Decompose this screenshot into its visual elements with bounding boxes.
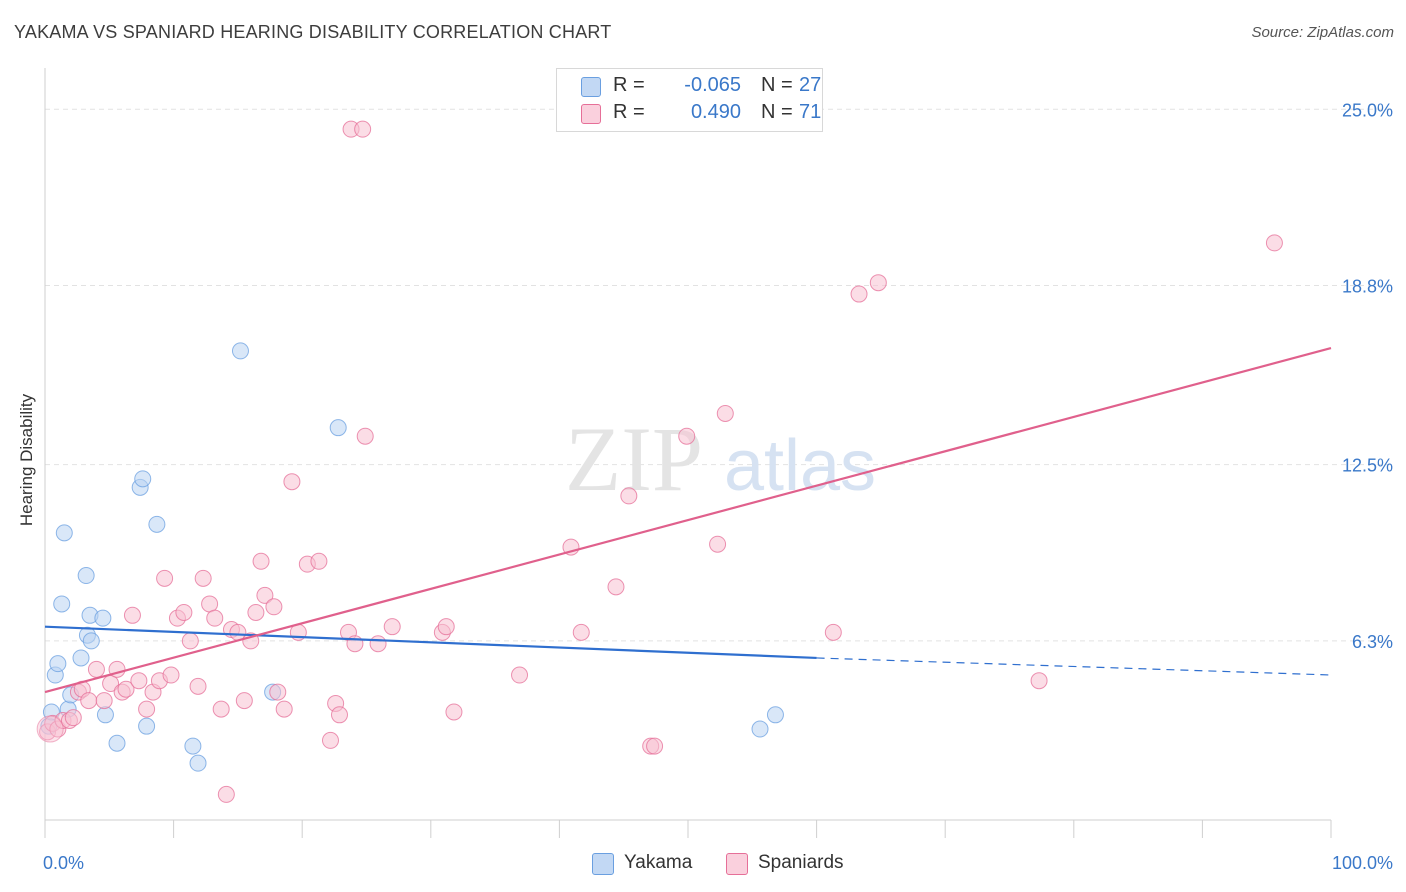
yakama-point (53, 595, 71, 613)
yakama-point (55, 524, 73, 542)
yakama-point (766, 706, 784, 724)
legend-r-label: R = (613, 74, 645, 96)
spaniards-point (646, 737, 664, 755)
spaniards-point (709, 535, 727, 553)
spaniards-point (321, 731, 339, 749)
spaniards-point (189, 677, 207, 695)
spaniards-point (620, 487, 638, 505)
spaniards-point (275, 700, 293, 718)
y-axis-label: Hearing Disability (17, 393, 36, 527)
spaniards-point (283, 473, 301, 491)
source-label: Source: ZipAtlas.com (1251, 24, 1394, 41)
spaniards-point (511, 666, 529, 684)
spaniards-point (87, 660, 105, 678)
spaniards-point (330, 706, 348, 724)
yakama-point (231, 342, 249, 360)
yakama-point (77, 567, 95, 585)
spaniards-point (95, 692, 113, 710)
spaniards-point (437, 618, 455, 636)
yakama-point (94, 609, 112, 627)
legend-n-label: N = (761, 74, 793, 96)
spaniards-point (117, 680, 135, 698)
yakama-point (49, 655, 67, 673)
spaniards-point (256, 586, 274, 604)
legend-swatch-yakama (581, 77, 601, 97)
spaniards-point (356, 427, 374, 445)
legend-n-value: 27 (799, 74, 822, 96)
spaniards-point (201, 595, 219, 613)
chart-title: YAKAMA VS SPANIARD HEARING DISABILITY CO… (14, 22, 612, 42)
yakama-point (72, 649, 90, 667)
spaniards-trend-line (44, 347, 1332, 694)
spaniards-point (217, 785, 235, 803)
legend-swatch-yakama (592, 853, 614, 875)
yakama-point (189, 754, 207, 772)
legend-r-value: -0.065 (684, 74, 741, 96)
spaniards-point (716, 404, 734, 422)
spaniards-point (269, 683, 287, 701)
yakama-point (148, 515, 166, 533)
y-tick-label: 6.3% (1352, 632, 1393, 652)
legend-label-spaniards: Spaniards (758, 852, 844, 873)
spaniards-point (194, 569, 212, 587)
spaniards-point (212, 700, 230, 718)
legend-r-value: 0.490 (690, 101, 741, 123)
spaniards-point (80, 692, 98, 710)
legend-n-value: 71 (799, 101, 822, 123)
spaniards-point (383, 618, 401, 636)
spaniards-point (1265, 234, 1283, 252)
spaniards-point (138, 700, 156, 718)
spaniards-point (123, 606, 141, 624)
yakama-point (96, 706, 114, 724)
legend-n-label: N = (761, 101, 793, 123)
legend-label-yakama: Yakama (624, 852, 693, 873)
spaniards-point (354, 120, 372, 138)
spaniards-point (310, 552, 328, 570)
correlation-legend: R = -0.065 N = 27 R = 0.490 N = 71 (556, 68, 823, 132)
spaniards-point (678, 427, 696, 445)
y-tick-label: 12.5% (1342, 456, 1393, 476)
spaniards-point (824, 623, 842, 641)
watermark-atlas: atlas (724, 426, 876, 506)
yakama-point (329, 419, 347, 437)
yakama-point (108, 734, 126, 752)
spaniards-point (572, 623, 590, 641)
x-tick-label: 100.0% (1332, 853, 1393, 873)
y-tick-label: 18.8% (1342, 277, 1393, 297)
spaniards-point (265, 598, 283, 616)
yakama-point (134, 470, 152, 488)
spaniards-point (445, 703, 463, 721)
spaniards-point (1030, 672, 1048, 690)
legend-r-label: R = (613, 101, 645, 123)
spaniards-point (162, 666, 180, 684)
yakama-point (184, 737, 202, 755)
spaniards-point (850, 285, 868, 303)
spaniards-point (206, 609, 224, 627)
spaniards-point (181, 632, 199, 650)
yakama-point (138, 717, 156, 735)
legend-swatch-spaniards (581, 104, 601, 124)
spaniards-point (130, 672, 148, 690)
y-tick-label: 25.0% (1342, 100, 1393, 120)
spaniards-point (369, 635, 387, 653)
spaniards-point (156, 569, 174, 587)
spaniards-point (607, 578, 625, 596)
yakama-trend-extension (816, 657, 1332, 676)
legend-swatch-spaniards (726, 853, 748, 875)
spaniards-point (252, 552, 270, 570)
spaniards-point (36, 715, 64, 743)
spaniards-point (175, 603, 193, 621)
yakama-trend-line (44, 625, 817, 660)
spaniards-point (247, 603, 265, 621)
spaniards-point (869, 274, 887, 292)
yakama-point (751, 720, 769, 738)
yakama-point (82, 632, 100, 650)
spaniards-point (64, 709, 82, 727)
spaniards-point (235, 692, 253, 710)
x-tick-label: 0.0% (43, 853, 84, 873)
